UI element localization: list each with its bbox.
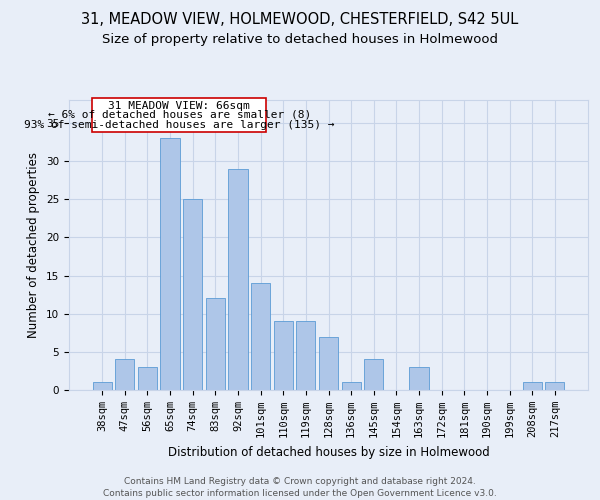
Bar (341, 382, 361, 390)
Bar (183, 199, 202, 390)
Text: 93% of semi-detached houses are larger (135) →: 93% of semi-detached houses are larger (… (24, 120, 334, 130)
Text: 31 MEADOW VIEW: 66sqm: 31 MEADOW VIEW: 66sqm (108, 101, 250, 111)
Bar (409, 367, 428, 390)
Bar (296, 322, 316, 390)
Bar (545, 382, 565, 390)
Text: Size of property relative to detached houses in Holmewood: Size of property relative to detached ho… (102, 32, 498, 46)
X-axis label: Distribution of detached houses by size in Holmewood: Distribution of detached houses by size … (167, 446, 490, 458)
Bar (92, 382, 112, 390)
Bar (160, 138, 180, 390)
Text: ← 6% of detached houses are smaller (8): ← 6% of detached houses are smaller (8) (47, 110, 311, 120)
Text: 31, MEADOW VIEW, HOLMEWOOD, CHESTERFIELD, S42 5UL: 31, MEADOW VIEW, HOLMEWOOD, CHESTERFIELD… (82, 12, 518, 28)
Bar (115, 360, 134, 390)
Bar (206, 298, 225, 390)
Bar (274, 322, 293, 390)
Bar (319, 336, 338, 390)
Text: Contains HM Land Registry data © Crown copyright and database right 2024.: Contains HM Land Registry data © Crown c… (124, 477, 476, 486)
Bar (523, 382, 542, 390)
Text: Contains public sector information licensed under the Open Government Licence v3: Contains public sector information licen… (103, 488, 497, 498)
Bar (364, 360, 383, 390)
Y-axis label: Number of detached properties: Number of detached properties (28, 152, 40, 338)
Bar (251, 283, 270, 390)
Bar (229, 168, 248, 390)
Bar (92, 98, 266, 132)
Bar (138, 367, 157, 390)
